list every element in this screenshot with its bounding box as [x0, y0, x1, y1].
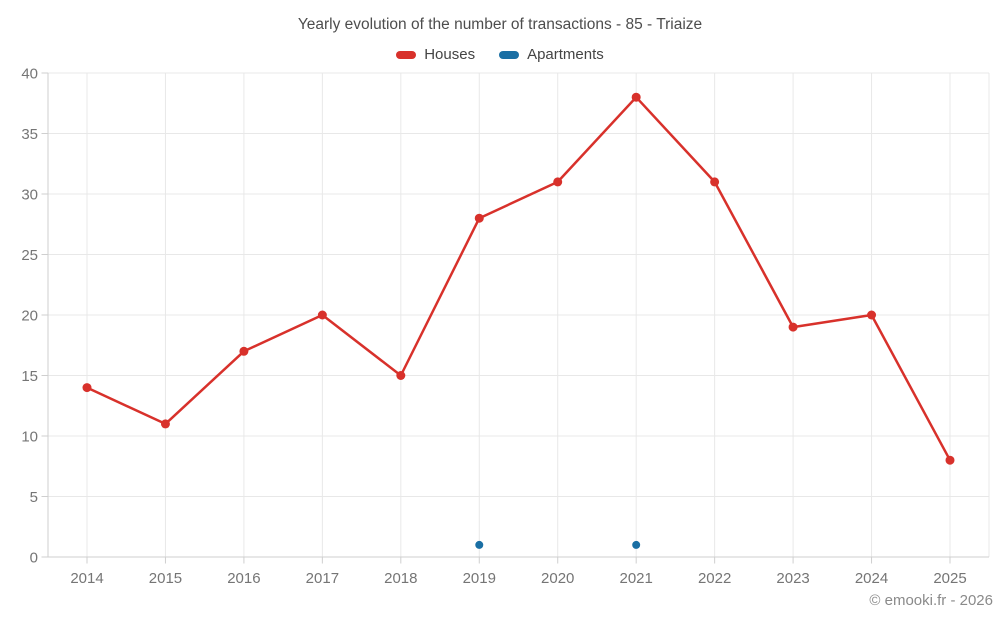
- y-tick-label: 30: [21, 186, 38, 203]
- legend-item-houses[interactable]: Houses: [396, 46, 475, 63]
- houses-point[interactable]: [474, 213, 484, 223]
- x-tick-label: 2015: [149, 570, 182, 587]
- y-tick-label: 10: [21, 428, 38, 445]
- x-tick-label: 2019: [463, 570, 496, 587]
- legend-label: Houses: [424, 46, 476, 63]
- houses-point[interactable]: [553, 177, 563, 187]
- chart-legend: Houses Apartments: [0, 46, 1000, 63]
- houses-point[interactable]: [396, 371, 406, 380]
- houses-point[interactable]: [945, 455, 955, 465]
- y-tick-label: 5: [30, 489, 38, 506]
- y-tick-label: 0: [30, 549, 38, 566]
- y-tick-label: 40: [21, 65, 38, 82]
- y-tick-label: 25: [21, 247, 38, 264]
- x-tick-label: 2014: [70, 570, 103, 587]
- houses-point[interactable]: [317, 310, 327, 320]
- apartments-point[interactable]: [475, 540, 484, 549]
- chart-title: Yearly evolution of the number of transa…: [297, 16, 703, 33]
- houses-point[interactable]: [788, 322, 798, 332]
- houses-point[interactable]: [867, 310, 877, 320]
- houses-point[interactable]: [82, 383, 92, 393]
- y-tick-label: 20: [21, 307, 38, 324]
- x-tick-label: 2016: [227, 570, 260, 587]
- x-tick-label: 2022: [698, 570, 731, 587]
- watermark-text: © emooki.fr - 2026: [869, 592, 993, 609]
- x-tick-label: 2020: [541, 570, 574, 587]
- x-tick-label: 2021: [619, 570, 652, 587]
- legend-swatch-apartments: [499, 50, 520, 59]
- legend-label: Apartments: [527, 46, 604, 63]
- legend-swatch-houses: [396, 50, 417, 59]
- x-tick-label: 2023: [776, 570, 809, 587]
- x-tick-label: 2024: [855, 570, 888, 587]
- houses-point[interactable]: [239, 346, 249, 356]
- y-tick-label: 15: [21, 368, 38, 385]
- apartments-point[interactable]: [632, 540, 641, 549]
- x-tick-label: 2017: [306, 570, 339, 587]
- legend-item-apartments[interactable]: Apartments: [499, 46, 604, 63]
- y-tick-label: 35: [21, 126, 38, 143]
- houses-line: [85, 95, 952, 462]
- houses-point[interactable]: [710, 177, 720, 187]
- x-tick-label: 2025: [933, 570, 966, 587]
- houses-point[interactable]: [631, 92, 641, 102]
- x-tick-label: 2018: [384, 570, 417, 587]
- houses-point[interactable]: [160, 419, 170, 429]
